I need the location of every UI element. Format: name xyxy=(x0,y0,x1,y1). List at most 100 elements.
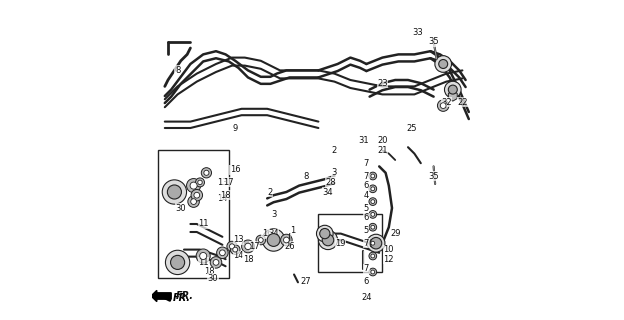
Text: 16: 16 xyxy=(230,165,240,174)
Text: 20: 20 xyxy=(377,136,388,145)
Text: 7: 7 xyxy=(364,264,369,273)
Circle shape xyxy=(448,85,457,94)
Circle shape xyxy=(371,270,375,274)
Circle shape xyxy=(245,243,251,250)
Text: 5: 5 xyxy=(364,226,369,235)
Circle shape xyxy=(369,268,377,276)
Circle shape xyxy=(371,254,375,258)
Circle shape xyxy=(167,185,182,199)
Text: 17: 17 xyxy=(249,242,260,251)
Circle shape xyxy=(371,174,375,178)
Text: 17: 17 xyxy=(223,178,234,187)
Text: 35: 35 xyxy=(428,172,439,180)
Circle shape xyxy=(322,234,334,246)
Circle shape xyxy=(369,172,377,180)
Circle shape xyxy=(188,196,199,207)
Text: 35: 35 xyxy=(428,37,439,46)
Circle shape xyxy=(194,192,200,198)
Circle shape xyxy=(316,225,333,242)
Text: FR.: FR. xyxy=(173,292,191,303)
Text: 7: 7 xyxy=(364,239,369,248)
Circle shape xyxy=(369,223,377,231)
Text: 9: 9 xyxy=(233,124,238,132)
Circle shape xyxy=(441,103,446,108)
Circle shape xyxy=(162,180,187,204)
Text: 16: 16 xyxy=(262,229,273,238)
Text: 27: 27 xyxy=(300,277,311,286)
Circle shape xyxy=(369,239,377,247)
Circle shape xyxy=(371,225,375,229)
Circle shape xyxy=(233,247,238,252)
Text: 3: 3 xyxy=(271,210,276,219)
Text: 28: 28 xyxy=(326,178,336,187)
Text: 34: 34 xyxy=(268,229,279,238)
Circle shape xyxy=(200,252,207,260)
Circle shape xyxy=(258,237,263,243)
Circle shape xyxy=(369,198,377,205)
Text: 5: 5 xyxy=(364,204,369,212)
Circle shape xyxy=(444,81,461,98)
Circle shape xyxy=(369,252,377,260)
Text: 21: 21 xyxy=(377,146,388,155)
Text: 6: 6 xyxy=(364,181,369,190)
Circle shape xyxy=(217,247,228,259)
Circle shape xyxy=(227,241,237,252)
Circle shape xyxy=(283,237,290,243)
Text: 30: 30 xyxy=(208,274,218,283)
Text: 7: 7 xyxy=(364,172,369,180)
Circle shape xyxy=(281,234,292,246)
Text: 33: 33 xyxy=(412,28,423,36)
Text: 6: 6 xyxy=(364,213,369,222)
Text: 7: 7 xyxy=(364,159,369,168)
Circle shape xyxy=(263,229,285,251)
Circle shape xyxy=(371,200,375,204)
Text: 10: 10 xyxy=(384,245,394,254)
Circle shape xyxy=(371,212,375,216)
Circle shape xyxy=(437,100,449,111)
Text: 13: 13 xyxy=(217,178,228,187)
Circle shape xyxy=(202,168,212,178)
Text: 31: 31 xyxy=(358,136,369,145)
FancyArrow shape xyxy=(151,291,171,302)
Circle shape xyxy=(195,178,205,187)
Text: 4: 4 xyxy=(364,191,369,200)
Text: 14: 14 xyxy=(233,252,243,260)
Text: 32: 32 xyxy=(441,98,452,107)
Text: 18: 18 xyxy=(220,191,231,200)
Circle shape xyxy=(370,237,382,249)
Circle shape xyxy=(170,255,185,269)
Circle shape xyxy=(190,182,197,189)
Text: 11: 11 xyxy=(198,258,208,267)
Text: 13: 13 xyxy=(233,236,244,244)
Text: 2: 2 xyxy=(332,146,337,155)
Text: 6: 6 xyxy=(364,277,369,286)
Text: 22: 22 xyxy=(457,98,467,107)
Circle shape xyxy=(213,260,219,265)
Circle shape xyxy=(210,257,222,268)
Text: 19: 19 xyxy=(336,239,346,248)
Text: 14: 14 xyxy=(217,194,228,203)
Text: 3: 3 xyxy=(332,168,337,177)
Circle shape xyxy=(220,250,225,256)
Circle shape xyxy=(371,241,375,245)
Circle shape xyxy=(369,211,377,218)
Circle shape xyxy=(191,189,203,201)
Circle shape xyxy=(267,234,280,246)
Circle shape xyxy=(198,180,202,185)
Text: 23: 23 xyxy=(377,79,388,88)
Circle shape xyxy=(204,170,209,175)
Circle shape xyxy=(367,234,385,252)
Circle shape xyxy=(371,187,375,191)
Circle shape xyxy=(191,199,197,204)
Circle shape xyxy=(439,60,447,68)
Text: 29: 29 xyxy=(390,229,401,238)
Circle shape xyxy=(196,249,210,263)
Text: 18: 18 xyxy=(204,268,215,276)
Circle shape xyxy=(319,228,330,239)
Circle shape xyxy=(187,179,201,193)
Text: 15: 15 xyxy=(319,229,330,238)
Text: 24: 24 xyxy=(361,293,372,302)
Text: 8: 8 xyxy=(175,66,180,75)
Text: 30: 30 xyxy=(175,204,186,212)
Circle shape xyxy=(256,235,266,245)
